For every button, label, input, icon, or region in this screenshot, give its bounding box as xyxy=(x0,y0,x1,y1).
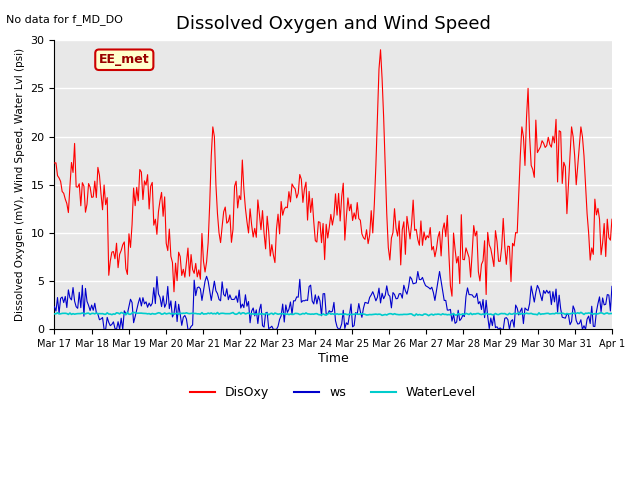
Title: Dissolved Oxygen and Wind Speed: Dissolved Oxygen and Wind Speed xyxy=(176,15,491,33)
Y-axis label: Dissolved Oxygen (mV), Wind Speed, Water Lvl (psi): Dissolved Oxygen (mV), Wind Speed, Water… xyxy=(15,48,25,321)
X-axis label: Time: Time xyxy=(318,352,349,365)
Text: EE_met: EE_met xyxy=(99,53,150,66)
Legend: DisOxy, ws, WaterLevel: DisOxy, ws, WaterLevel xyxy=(185,381,481,404)
Text: No data for f_MD_DO: No data for f_MD_DO xyxy=(6,14,124,25)
